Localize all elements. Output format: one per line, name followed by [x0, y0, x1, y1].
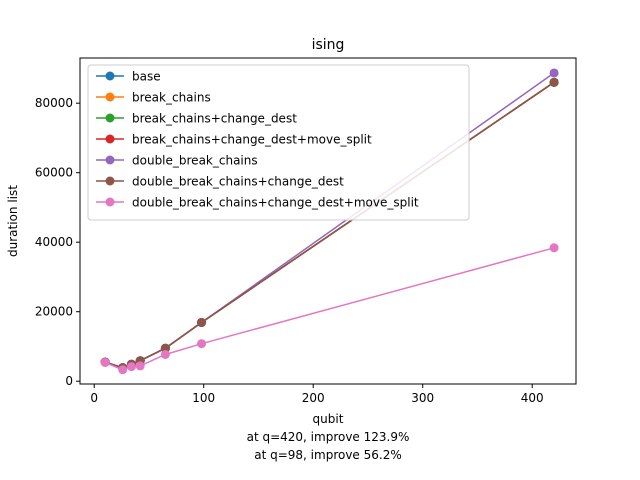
chart-title: ising — [312, 37, 345, 53]
legend-entry: double_break_chains — [96, 154, 258, 168]
legend-marker — [105, 176, 115, 186]
legend-marker — [105, 71, 115, 81]
legend-entry: break_chains+change_dest — [96, 112, 297, 126]
x-axis-label: qubit — [313, 412, 344, 426]
legend: base break_chains break_chains+change_dest… — [87, 64, 470, 221]
y-tick-label: 20000 — [35, 305, 73, 319]
data-point — [197, 317, 207, 327]
legend-entry: break_chains — [96, 91, 211, 105]
legend-marker — [105, 113, 115, 123]
legend-label: double_break_chains+change_dest — [132, 175, 344, 189]
legend-marker — [105, 155, 115, 165]
x-tick-label: 200 — [302, 391, 325, 405]
annotation-q420: at q=420, improve 123.9% — [247, 430, 410, 444]
legend-entry: double_break_chains+change_dest+move_spl… — [96, 196, 419, 210]
data-point — [549, 68, 559, 78]
series-double_break_chains+change_dest+move_split — [100, 243, 559, 375]
legend-marker — [105, 134, 115, 144]
legend-label: break_chains+change_dest — [132, 112, 297, 126]
y-axis-ticks: 0 20000 40000 60000 80000 — [35, 96, 80, 388]
x-tick-label: 100 — [192, 391, 215, 405]
annotation-q98: at q=98, improve 56.2% — [254, 448, 402, 462]
data-point — [549, 77, 559, 87]
y-tick-label: 80000 — [35, 96, 73, 110]
data-point — [118, 365, 128, 375]
data-point — [549, 243, 559, 253]
data-point — [100, 357, 110, 367]
legend-marker — [105, 197, 115, 207]
data-point — [135, 361, 145, 371]
legend-label: break_chains+change_dest+move_split — [132, 133, 372, 147]
x-tick-label: 400 — [521, 391, 544, 405]
y-axis-label: duration list — [6, 185, 20, 257]
legend-entry: break_chains+change_dest+move_split — [96, 133, 372, 147]
plot-area-frame — [79, 57, 577, 385]
x-tick-label: 0 — [90, 391, 98, 405]
data-point — [197, 339, 207, 349]
data-point — [160, 349, 170, 359]
data-point — [126, 362, 136, 372]
legend-entry: base — [96, 70, 161, 84]
legend-label: double_break_chains+change_dest+move_spl… — [132, 196, 419, 210]
series-lines — [100, 68, 559, 375]
series-line — [104, 247, 555, 371]
data-point — [160, 343, 170, 353]
y-tick-label: 0 — [65, 374, 73, 388]
y-tick-label: 40000 — [35, 235, 73, 249]
x-tick-label: 300 — [411, 391, 434, 405]
legend-box — [87, 64, 470, 221]
legend-entry: double_break_chains+change_dest — [96, 175, 344, 189]
y-tick-label: 60000 — [35, 166, 73, 180]
legend-label: double_break_chains — [132, 154, 258, 168]
x-axis-ticks: 0 100 200 300 400 — [90, 384, 544, 405]
legend-label: break_chains — [132, 91, 211, 105]
legend-label: base — [132, 70, 161, 84]
legend-marker — [105, 92, 115, 102]
